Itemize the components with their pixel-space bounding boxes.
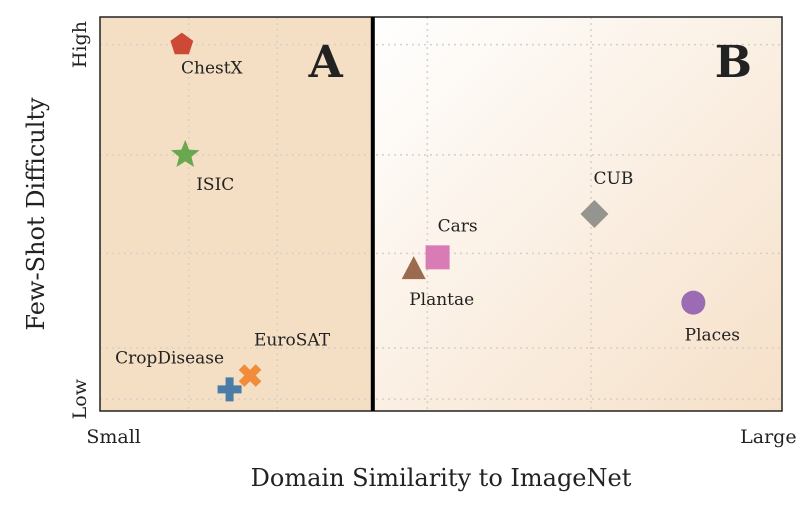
data-point-plantae <box>401 256 426 280</box>
region-label-a: A <box>308 37 344 88</box>
y-tick-label: High <box>69 21 91 68</box>
data-label-plantae: Plantae <box>409 290 474 310</box>
data-point-cars <box>425 245 450 270</box>
y-tick-label: Low <box>69 378 91 419</box>
x-tick-label: Large <box>740 426 796 448</box>
data-label-places: Places <box>685 326 740 346</box>
data-point-isic <box>170 139 200 168</box>
data-label-eurosat: EuroSAT <box>254 331 331 351</box>
x-axis-label: Domain Similarity to ImageNet <box>251 464 632 492</box>
data-label-cropdisease: CropDisease <box>115 348 224 368</box>
region-a-background <box>100 17 373 411</box>
data-label-cars: Cars <box>438 216 478 236</box>
data-label-cub: CUB <box>594 169 634 189</box>
data-point-cropdisease <box>217 377 242 402</box>
data-label-chestx: ChestX <box>181 59 244 79</box>
data-point-cub <box>580 200 609 228</box>
data-point-places <box>681 290 706 315</box>
data-point-eurosat <box>238 364 262 387</box>
region-label-b: B <box>715 37 752 88</box>
x-tick-label: Small <box>86 426 141 448</box>
plot-frame <box>99 16 783 412</box>
region-b-background <box>372 17 782 411</box>
y-axis-label: Few-Shot Difficulty <box>22 97 50 331</box>
data-point-chestx <box>170 32 194 55</box>
data-label-isic: ISIC <box>196 175 234 195</box>
